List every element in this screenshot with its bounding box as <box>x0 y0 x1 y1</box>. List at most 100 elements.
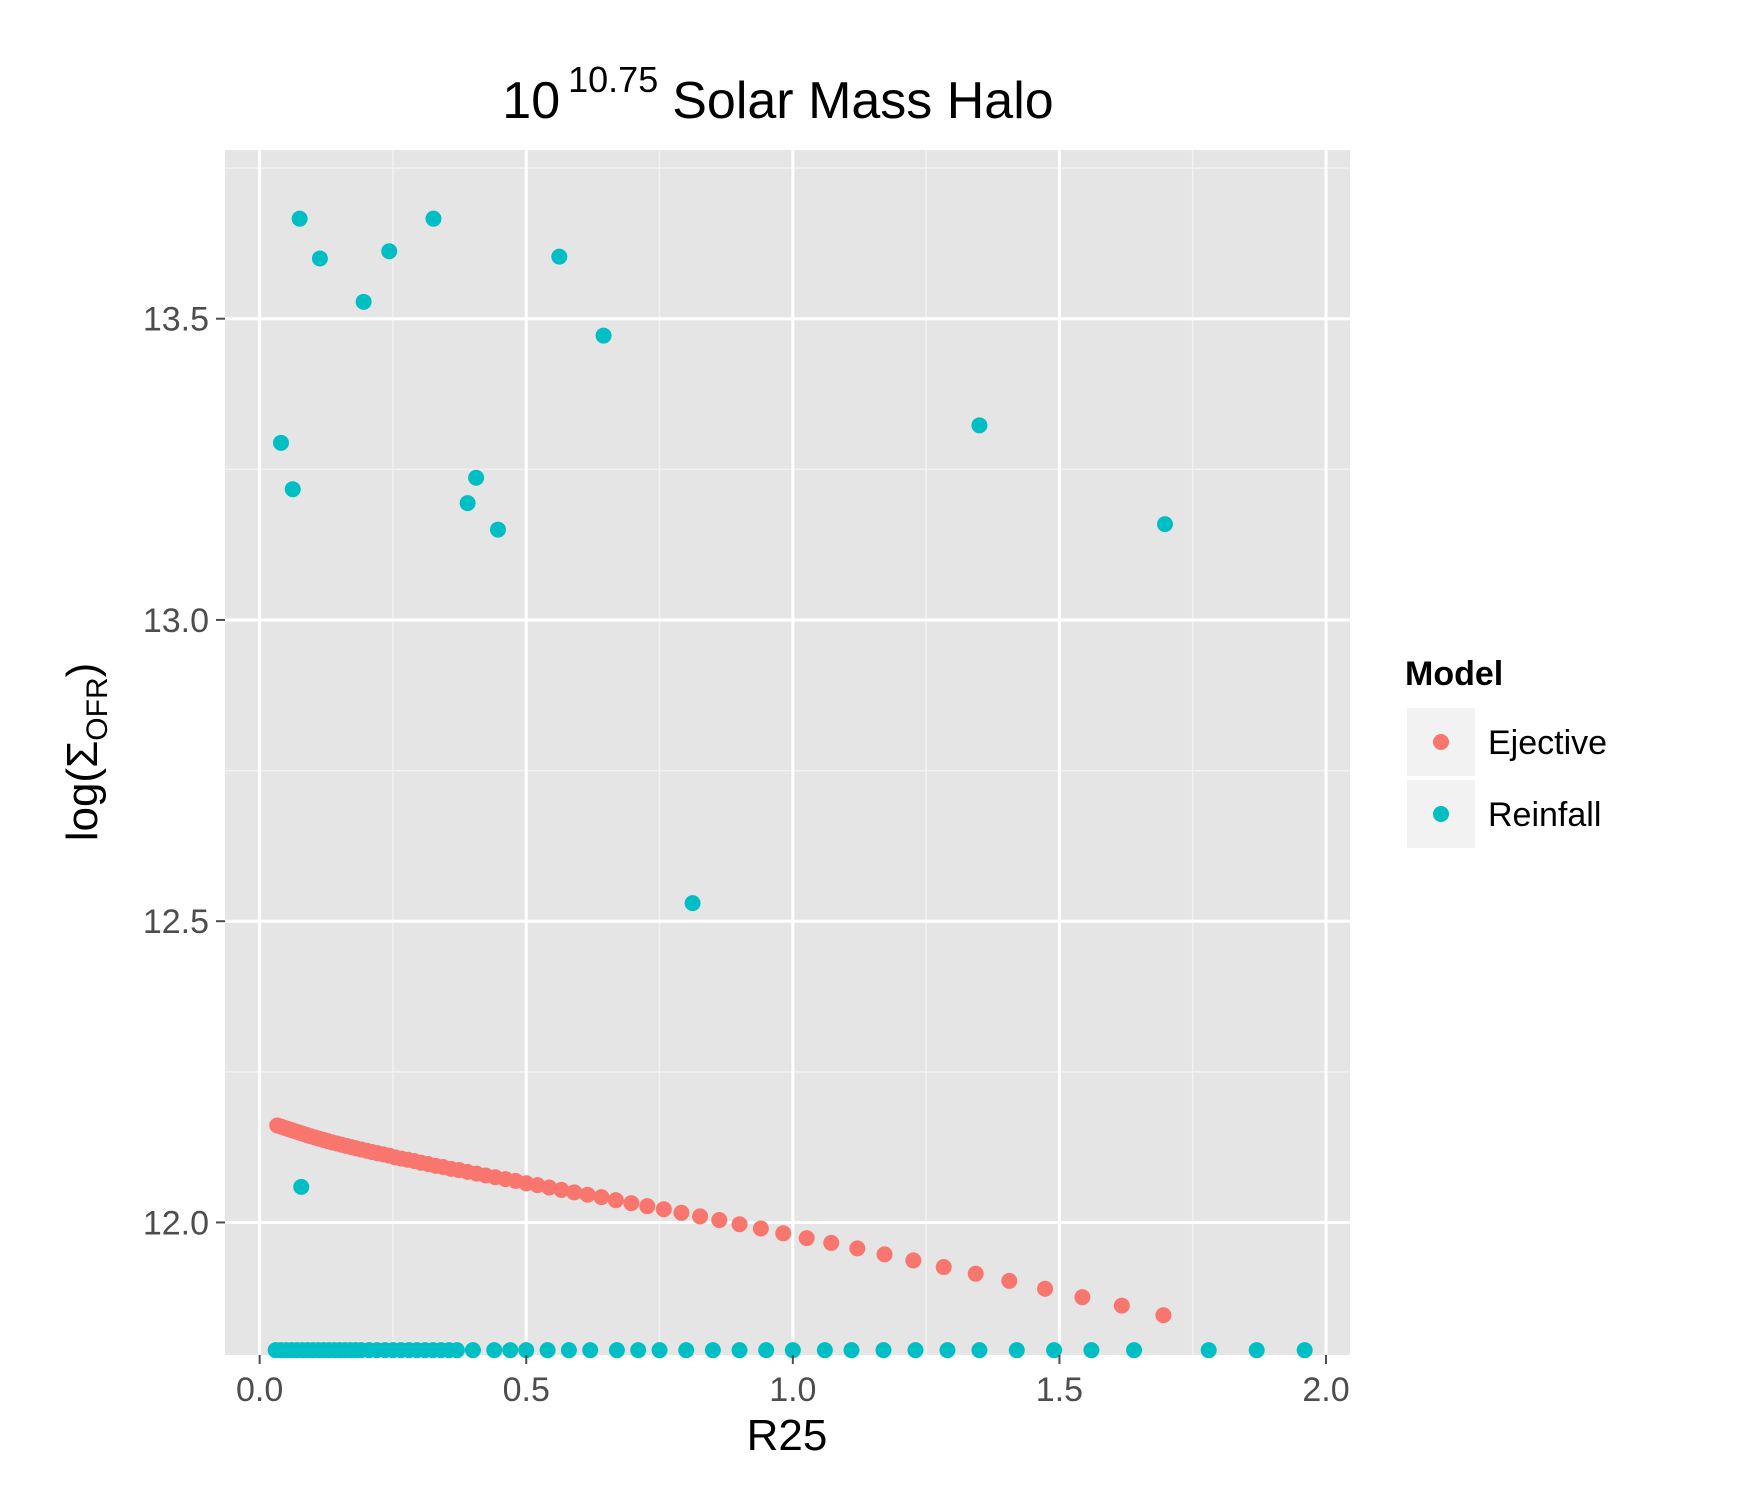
reinfall-point <box>1083 1342 1100 1359</box>
reinfall-point <box>971 417 988 434</box>
ejective-point <box>593 1189 610 1206</box>
chart-title-base: 10 <box>502 72 560 130</box>
reinfall-point <box>539 1342 556 1359</box>
reinfall-point <box>907 1342 924 1359</box>
reinfall-point <box>875 1342 892 1359</box>
reinfall-point <box>502 1342 519 1359</box>
ejective-point <box>823 1234 840 1251</box>
ejective-point <box>935 1259 952 1276</box>
ejective-point <box>967 1265 984 1282</box>
legend-dot-reinfall <box>1433 806 1449 822</box>
legend-title: Model <box>1405 655 1503 693</box>
x-tick-label: 0.0 <box>236 1371 283 1409</box>
reinfall-point <box>678 1342 695 1359</box>
reinfall-point <box>843 1342 860 1359</box>
x-tick-label: 2.0 <box>1302 1371 1349 1409</box>
ejective-point <box>876 1246 893 1263</box>
reinfall-point <box>518 1342 535 1359</box>
reinfall-point <box>595 327 612 344</box>
reinfall-point <box>630 1342 647 1359</box>
chart-title-exponent: 10.75 <box>568 59 658 100</box>
reinfall-points <box>267 210 1313 1359</box>
x-axis-title: R25 <box>747 1411 828 1460</box>
reinfall-point <box>355 293 372 310</box>
ejective-point <box>579 1186 596 1203</box>
reinfall-point <box>464 1342 481 1359</box>
reinfall-point <box>939 1342 956 1359</box>
reinfall-point <box>1200 1342 1217 1359</box>
reinfall-point <box>1126 1342 1143 1359</box>
reinfall-point <box>684 895 701 912</box>
reinfall-point <box>1046 1342 1063 1359</box>
ejective-point <box>655 1201 672 1218</box>
reinfall-point <box>291 210 308 227</box>
plot-panel <box>225 150 1350 1355</box>
y-axis-title-prefix: log( <box>58 768 107 842</box>
ejective-point <box>553 1181 570 1198</box>
ejective-point <box>752 1220 769 1237</box>
reinfall-point <box>459 495 476 512</box>
y-axis-title-suffix: ) <box>58 663 107 678</box>
reinfall-point <box>1008 1342 1025 1359</box>
reinfall-point <box>381 243 398 260</box>
y-tick-label: 13.5 <box>143 301 209 339</box>
y-axis-title-symbol: Σ <box>58 741 107 768</box>
reinfall-point <box>971 1342 988 1359</box>
x-tick-label: 1.0 <box>769 1371 816 1409</box>
y-axis: 12.0 12.5 13.0 13.5 <box>143 301 225 1242</box>
reinfall-point <box>468 469 485 486</box>
x-tick-label: 0.5 <box>503 1371 550 1409</box>
ejective-point <box>798 1230 815 1247</box>
y-tick-label: 12.5 <box>143 903 209 941</box>
legend-label-ejective: Ejective <box>1488 724 1607 762</box>
ejective-point <box>607 1192 624 1209</box>
reinfall-point <box>784 1342 801 1359</box>
ejective-point <box>541 1179 558 1196</box>
x-tick-label: 1.5 <box>1036 1371 1083 1409</box>
ejective-point <box>1074 1289 1091 1306</box>
reinfall-point <box>651 1342 668 1359</box>
ejective-point <box>1037 1280 1054 1297</box>
ejective-point <box>711 1212 728 1229</box>
y-axis-title: log(ΣOFR) <box>58 663 114 842</box>
y-axis-title-subscript: OFR <box>81 677 114 740</box>
ejective-point <box>905 1252 922 1269</box>
ejective-points <box>269 1117 1172 1324</box>
reinfall-point <box>1296 1342 1313 1359</box>
ejective-point <box>775 1225 792 1242</box>
ejective-point <box>639 1198 656 1215</box>
ejective-point <box>1155 1307 1172 1324</box>
ejective-point <box>673 1204 690 1221</box>
y-tick-label: 13.0 <box>143 602 209 640</box>
reinfall-point <box>704 1342 721 1359</box>
major-gridlines <box>225 150 1350 1355</box>
reinfall-point <box>425 210 442 227</box>
ejective-point <box>1001 1272 1018 1289</box>
reinfall-point <box>551 248 568 265</box>
legend-dot-ejective <box>1433 734 1449 750</box>
ejective-point <box>692 1208 709 1225</box>
reinfall-point <box>560 1342 577 1359</box>
ejective-point <box>731 1216 748 1233</box>
ejective-point <box>1113 1297 1130 1314</box>
reinfall-point <box>758 1342 775 1359</box>
reinfall-point <box>293 1178 310 1195</box>
reinfall-point <box>731 1342 748 1359</box>
reinfall-point <box>608 1342 625 1359</box>
reinfall-point <box>1156 516 1173 533</box>
reinfall-point <box>489 521 506 538</box>
reinfall-point <box>582 1342 599 1359</box>
reinfall-point <box>311 250 328 267</box>
y-tick-label: 12.0 <box>143 1204 209 1242</box>
reinfall-point <box>816 1342 833 1359</box>
reinfall-point <box>284 481 301 498</box>
reinfall-point <box>1248 1342 1265 1359</box>
chart-title: 10 10.75 Solar Mass Halo <box>502 59 1053 130</box>
ejective-point <box>623 1195 640 1212</box>
reinfall-point <box>448 1342 465 1359</box>
reinfall-point <box>272 434 289 451</box>
legend-label-reinfall: Reinfall <box>1488 796 1601 834</box>
reinfall-point <box>486 1342 503 1359</box>
legend: Model Ejective Reinfall <box>1405 655 1607 848</box>
